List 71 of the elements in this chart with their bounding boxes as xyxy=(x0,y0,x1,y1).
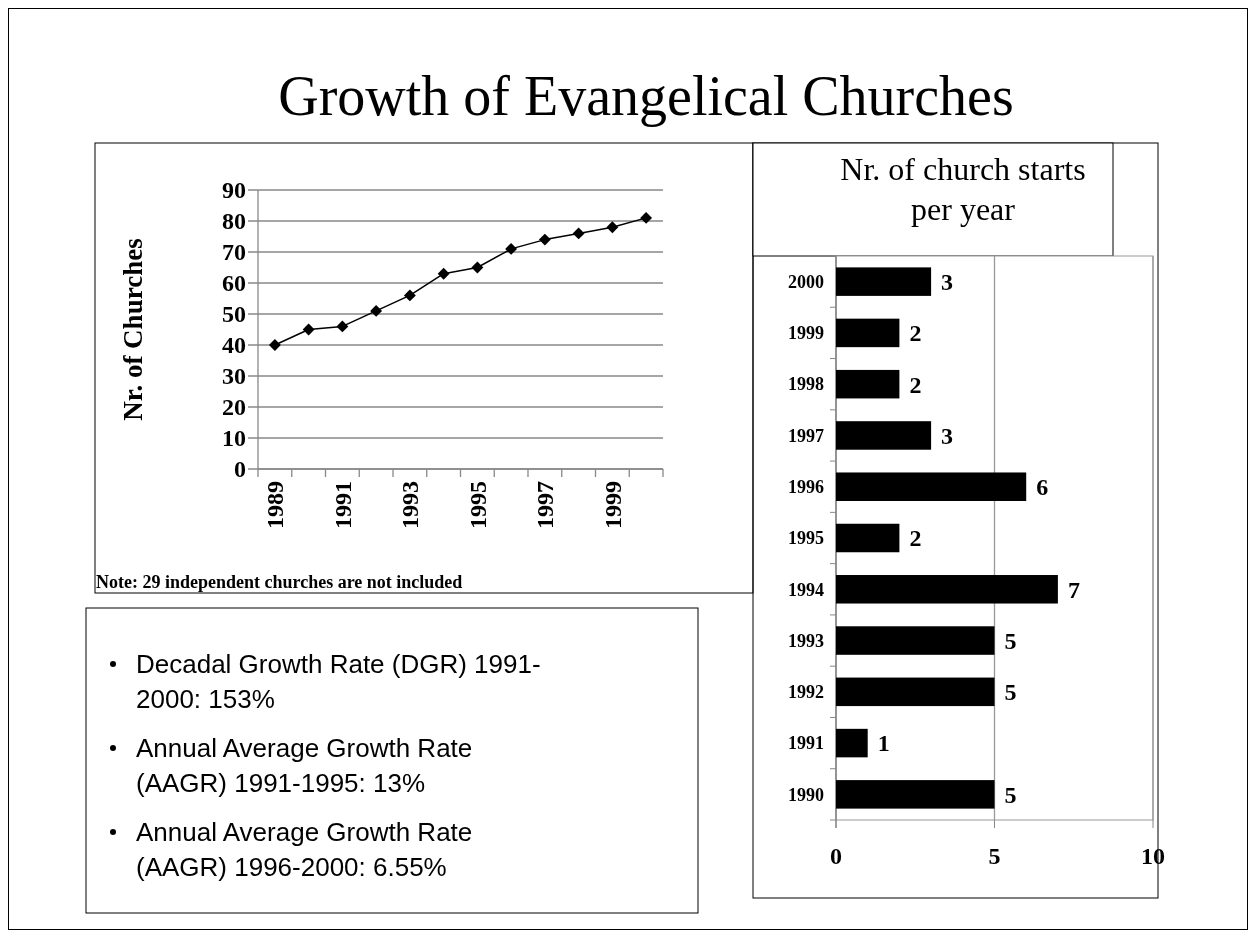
bar xyxy=(836,626,995,655)
bar xyxy=(836,318,900,348)
point xyxy=(606,221,619,234)
data-label: 5 xyxy=(1004,627,1017,654)
text: Annual Average Growth Rate (AAGR) 1996-2000: 6.55% xyxy=(136,817,473,882)
point xyxy=(370,304,383,317)
x-tick-label: 1997 xyxy=(532,481,559,529)
x-tick-label: 1989 xyxy=(262,481,289,529)
data-label: 5 xyxy=(1004,679,1017,706)
data-label: 3 xyxy=(941,269,954,296)
x-tick-label: 10 xyxy=(1141,843,1165,869)
y-tick-label: 20 xyxy=(222,394,246,421)
y-tick-label: 1994 xyxy=(788,579,824,600)
bar xyxy=(836,523,900,553)
text: Annual Average Growth Rate (AAGR) 1991-1995: 13% xyxy=(136,733,473,798)
point xyxy=(437,267,450,280)
bar xyxy=(836,267,932,296)
y-tick-label: 1995 xyxy=(788,528,824,549)
y-tick-label: 1998 xyxy=(788,374,824,395)
data-label: 6 xyxy=(1036,474,1049,501)
x-tick-label: 5 xyxy=(988,843,1001,869)
chart-title: Growth of Evangelical Churches xyxy=(278,65,1014,127)
y-tick-label: 50 xyxy=(222,301,246,328)
data-label: 5 xyxy=(1004,781,1017,808)
bar xyxy=(836,421,932,450)
y-tick-label: 1993 xyxy=(788,630,824,651)
text: Note: 29 independent churches are not included xyxy=(96,572,463,592)
bar xyxy=(836,369,900,399)
bar xyxy=(836,575,1058,604)
data-label: 2 xyxy=(909,320,922,347)
y-tick-label: 1999 xyxy=(788,323,824,344)
y-tick-label: 1990 xyxy=(788,784,824,805)
y-tick-label: 10 xyxy=(222,425,246,452)
y-tick-label: 1997 xyxy=(788,425,824,446)
x-tick-label: 1993 xyxy=(397,481,424,529)
x-tick-label: 1991 xyxy=(329,481,356,529)
text: Decadal Growth Rate (DGR) 1991-2000: 153% xyxy=(136,649,541,714)
bar xyxy=(836,728,868,758)
bar xyxy=(836,780,995,809)
y-tick-label: 60 xyxy=(222,270,246,297)
y-tick-label: 0 xyxy=(234,456,246,483)
data-label: 7 xyxy=(1067,576,1080,603)
y-tick-label: 40 xyxy=(222,332,246,359)
point xyxy=(538,233,551,246)
data-label: 3 xyxy=(941,422,954,449)
y-tick-label: 70 xyxy=(222,239,246,266)
y-tick-label: 1996 xyxy=(788,477,824,498)
point xyxy=(302,323,315,336)
y-tick-label: 1991 xyxy=(788,733,824,754)
bar xyxy=(836,472,1027,501)
y-tick-label: 1992 xyxy=(788,682,824,703)
point xyxy=(336,320,349,333)
data-label: 2 xyxy=(909,371,922,398)
point xyxy=(640,211,653,224)
x-tick-label: 0 xyxy=(830,843,842,869)
point xyxy=(572,227,585,240)
y-axis-title: Nr. of Churches xyxy=(118,238,149,421)
y-tick-label: 2000 xyxy=(788,271,824,292)
data-label: 2 xyxy=(909,525,922,552)
x-tick-label: 1995 xyxy=(464,481,491,529)
point xyxy=(471,261,484,274)
y-tick-label: 30 xyxy=(222,363,246,390)
x-tick-label: 1999 xyxy=(599,481,626,529)
point xyxy=(505,242,518,255)
point xyxy=(403,289,416,302)
chart-title: Nr. of church starts per year xyxy=(840,151,1086,227)
bar xyxy=(836,677,995,707)
point xyxy=(268,339,281,351)
y-tick-label: 80 xyxy=(222,208,246,235)
y-tick-label: 90 xyxy=(222,177,246,204)
data-label: 1 xyxy=(877,730,890,757)
